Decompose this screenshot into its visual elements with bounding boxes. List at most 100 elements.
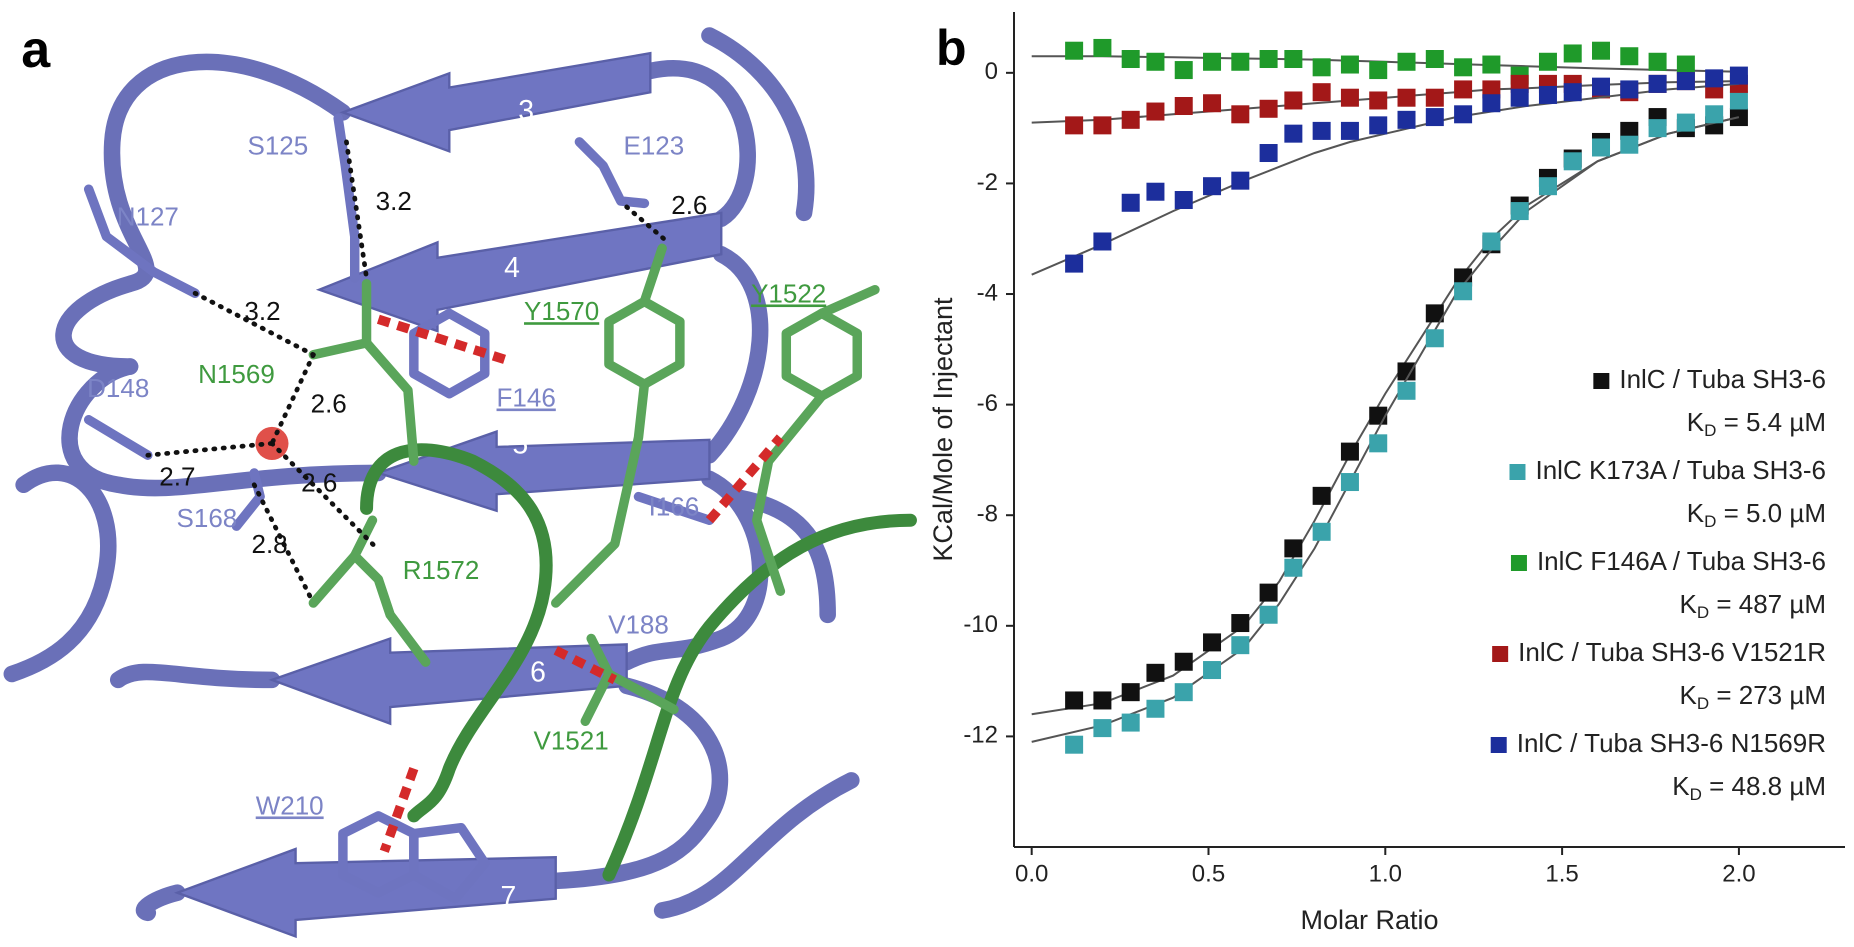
data-point: [1260, 50, 1278, 68]
peptide-side-chains-part: [757, 396, 822, 591]
data-point: [1231, 614, 1249, 632]
residue-label: W210: [256, 790, 324, 820]
data-point: [1730, 91, 1748, 109]
legend-label: InlC K173A / Tuba SH3-6: [1535, 455, 1826, 485]
data-point: [1203, 633, 1221, 651]
kd-symbol: K: [1680, 680, 1698, 710]
data-point: [1426, 89, 1444, 107]
data-point: [1122, 194, 1140, 212]
data-point: [1454, 105, 1472, 123]
data-point: [1093, 232, 1111, 250]
data-point: [1260, 584, 1278, 602]
peptide-side-chains-part: [822, 290, 875, 314]
y-tick-label: -10: [963, 611, 998, 638]
data-point: [1313, 122, 1331, 140]
y-tick-label: -4: [977, 279, 998, 306]
kd-label: KD = 5.0 µM: [1687, 498, 1826, 532]
data-point: [1426, 50, 1444, 68]
data-point: [1341, 122, 1359, 140]
data-point: [1398, 89, 1416, 107]
data-point: [1564, 44, 1582, 62]
data-point: [1454, 58, 1472, 76]
legend-marker: [1509, 464, 1525, 480]
residue-label: R1572: [403, 555, 480, 585]
y-tick-label: -2: [977, 169, 998, 196]
data-point: [1065, 42, 1083, 60]
legend-marker: [1511, 555, 1527, 571]
strand-number: 4: [504, 252, 520, 284]
y-tick-label: -8: [977, 501, 998, 528]
data-point: [1313, 58, 1331, 76]
data-point: [1203, 177, 1221, 195]
data-point: [1146, 700, 1164, 718]
data-point: [1284, 559, 1302, 577]
data-point: [1175, 191, 1193, 209]
kd-label: KD = 487 µM: [1680, 589, 1827, 623]
x-tick-label: 2.0: [1722, 860, 1755, 887]
data-point: [1313, 523, 1331, 541]
data-point: [1620, 80, 1638, 98]
data-point: [1592, 138, 1610, 156]
residue-label: E123: [624, 131, 685, 161]
protein-ribbon-part: [12, 473, 108, 674]
protein-ribbon-part: [177, 849, 555, 936]
data-point: [1065, 691, 1083, 709]
residue-label: F146: [497, 383, 556, 413]
data-point: [1592, 42, 1610, 60]
host-side-chains-part: [89, 420, 148, 455]
data-point: [1398, 53, 1416, 71]
data-point: [1511, 202, 1529, 220]
legend-label: InlC / Tuba SH3-6: [1619, 364, 1826, 394]
kd-value: = 48.8 µM: [1702, 771, 1826, 801]
data-point: [1122, 714, 1140, 732]
strand-number: 5: [512, 428, 528, 460]
legend-marker: [1492, 646, 1508, 662]
peptide-backbone-part: [367, 450, 547, 816]
data-point: [1175, 97, 1193, 115]
data-point: [1426, 329, 1444, 347]
data-point: [1284, 91, 1302, 109]
x-tick-label: 1.5: [1545, 860, 1578, 887]
kd-subscript: D: [1704, 512, 1716, 531]
data-point: [1369, 61, 1387, 79]
data-point: [1122, 111, 1140, 129]
kd-subscript: D: [1704, 421, 1716, 440]
y-axis-label: KCal/Mole of Injectant: [928, 297, 958, 562]
data-point: [1146, 103, 1164, 121]
data-point: [1398, 382, 1416, 400]
data-point: [1260, 144, 1278, 162]
residue-label: V188: [608, 610, 669, 640]
panel-label: a: [21, 21, 51, 79]
protein-ribbon-part: [272, 638, 627, 723]
kd-symbol: K: [1680, 589, 1698, 619]
data-point: [1313, 83, 1331, 101]
kd-label: KD = 48.8 µM: [1672, 771, 1826, 805]
data-point: [1146, 183, 1164, 201]
residue-label: N1569: [198, 359, 275, 389]
data-point: [1175, 61, 1193, 79]
distance-label: 3.2: [376, 186, 412, 216]
residue-label: Y1522: [751, 278, 826, 308]
legend-marker: [1491, 737, 1507, 753]
data-point: [1730, 108, 1748, 126]
data-point: [1231, 53, 1249, 71]
data-point: [1065, 736, 1083, 754]
distance-label: 2.6: [671, 190, 707, 220]
kd-symbol: K: [1687, 407, 1705, 437]
panel-b: b0-2-4-6-8-10-120.00.51.01.52.0Molar Rat…: [928, 12, 1845, 935]
data-point: [1341, 89, 1359, 107]
legend-label: InlC / Tuba SH3-6 V1521R: [1518, 637, 1826, 667]
kd-value: = 5.0 µM: [1716, 498, 1826, 528]
kd-subscript: D: [1690, 785, 1702, 804]
x-tick-label: 0.5: [1192, 860, 1225, 887]
data-point: [1539, 177, 1557, 195]
residue-label: N127: [117, 202, 179, 232]
residue-label: Y1570: [524, 296, 599, 326]
data-point: [1065, 116, 1083, 134]
x-tick-label: 0.0: [1015, 860, 1048, 887]
y-tick-label: 0: [985, 58, 998, 85]
peptide-side-chains-part: [313, 556, 354, 603]
data-point: [1649, 53, 1667, 71]
figure: a34567S125E123N127D148S168I166V188W210F1…: [0, 0, 1854, 947]
